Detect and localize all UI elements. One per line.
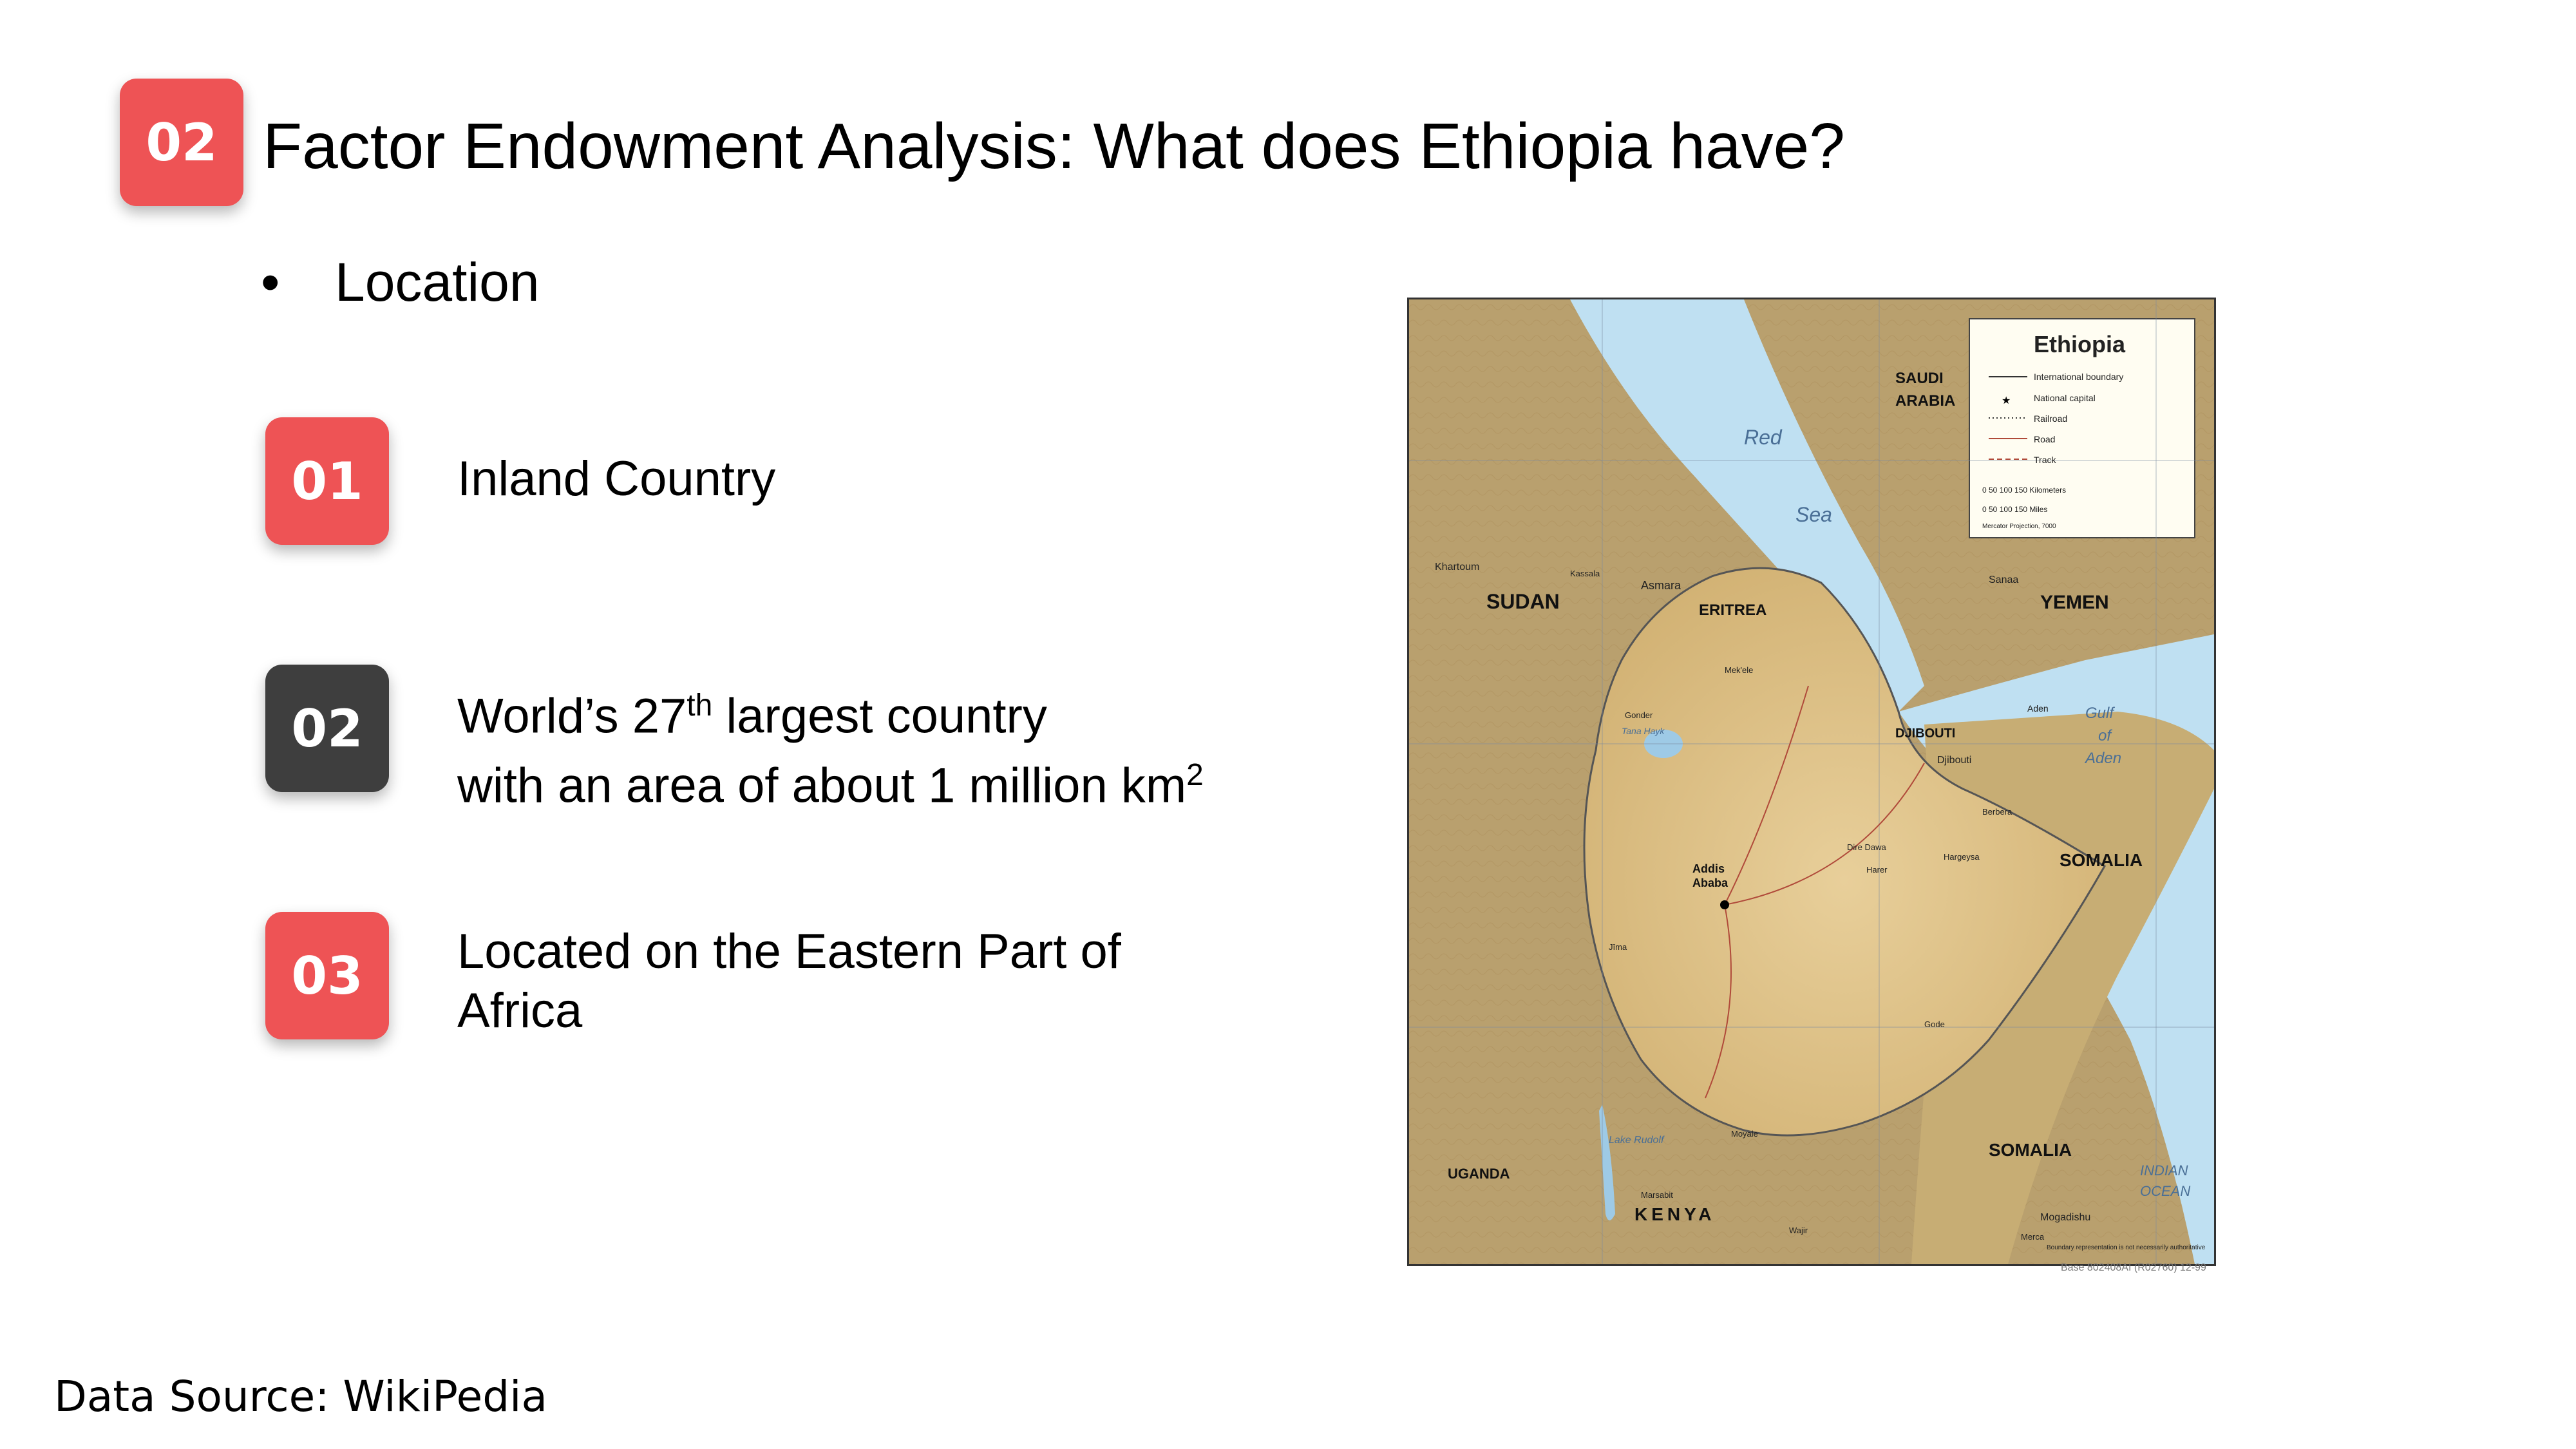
map-label: Harer xyxy=(1866,865,1888,875)
item-line: Inland Country xyxy=(457,451,776,506)
map-label: Berbera xyxy=(1982,807,2012,817)
map-legend-item: Road xyxy=(2034,434,2055,444)
map-label: INDIAN xyxy=(2140,1162,2188,1179)
map-legend-item: Railroad xyxy=(2034,413,2067,424)
map-label: Merca xyxy=(2021,1232,2045,1242)
map-label: Sanaa xyxy=(1989,574,2018,585)
map-legend-item: Track xyxy=(2034,455,2056,465)
map-label: Gode xyxy=(1924,1019,1945,1029)
map-label: Addis xyxy=(1692,862,1725,875)
item-line: World’s 27th largest country xyxy=(457,676,1204,746)
map-legend-item: International boundary xyxy=(2034,372,2123,382)
section-label: Location xyxy=(335,252,540,312)
item-line: Located on the Eastern Part of xyxy=(457,924,1121,979)
map-label: OCEAN xyxy=(2140,1183,2190,1199)
map-label: Marsabit xyxy=(1641,1190,1673,1200)
map-scale-km: 0 50 100 150 Kilometers xyxy=(1982,486,2066,495)
map-label: Moyale xyxy=(1731,1129,1758,1139)
superscript: th xyxy=(687,688,713,723)
map-label: Asmara xyxy=(1641,579,1681,592)
map-label: Mek'ele xyxy=(1725,665,1753,675)
map-label: SUDAN xyxy=(1486,590,1560,613)
section-number-badge: 02 xyxy=(120,79,243,206)
map-legend-item: National capital xyxy=(2034,393,2096,403)
map-label: KENYA xyxy=(1634,1204,1715,1224)
item-text-03: Located on the Eastern Part of Africa xyxy=(457,922,1121,1041)
map-label: SOMALIA xyxy=(1989,1140,2072,1160)
map-label: Djibouti xyxy=(1937,755,1971,766)
map-projection: Mercator Projection, 7000 xyxy=(1982,523,2056,530)
map-label: ERITREA xyxy=(1699,601,1766,619)
map-label: SAUDI xyxy=(1895,370,1944,387)
map-label: Ababa xyxy=(1692,876,1728,889)
map-label: Gonder xyxy=(1625,710,1653,720)
page-title: Factor Endowment Analysis: What does Eth… xyxy=(263,110,1845,182)
item-number-badge-01: 01 xyxy=(265,417,389,545)
bullet-marker: • xyxy=(261,252,280,312)
superscript: 2 xyxy=(1186,758,1204,793)
map-label: Hargeysa xyxy=(1944,852,1980,862)
ethiopia-map-image: Ethiopia International boundary National… xyxy=(1407,298,2216,1266)
map-label: Dire Dawa xyxy=(1847,842,1886,852)
map-label: Aden xyxy=(2027,703,2049,714)
map-label: SOMALIA xyxy=(2060,850,2143,870)
map-label: Gulf xyxy=(2085,705,2115,722)
map-label: Red xyxy=(1744,426,1783,449)
map-scale-mi: 0 50 100 150 Miles xyxy=(1982,505,2047,514)
map-label: Tana Hayk xyxy=(1622,726,1665,736)
map-legend-title: Ethiopia xyxy=(2034,331,2126,357)
item-line: Africa xyxy=(457,983,583,1038)
map-label: YEMEN xyxy=(2040,592,2109,613)
map-label: Wajir xyxy=(1789,1226,1808,1235)
map-label: Mogadishu xyxy=(2040,1212,2090,1223)
item-line: with an area of about 1 million km2 xyxy=(457,746,1204,815)
map-label: Kassala xyxy=(1570,569,1600,578)
item-number-badge-02: 02 xyxy=(265,665,389,792)
svg-text:★: ★ xyxy=(2002,395,2011,406)
data-source-note: Data Source: WikiPedia xyxy=(54,1372,547,1421)
map-label: Sea xyxy=(1795,503,1832,526)
map-label: Jīma xyxy=(1609,942,1627,952)
text-segment: with an area of about 1 million km xyxy=(457,758,1187,813)
text-segment: World’s 27 xyxy=(457,688,687,744)
map-label: of xyxy=(2098,727,2112,744)
map-label: UGANDA xyxy=(1448,1166,1510,1182)
item-number-badge-03: 03 xyxy=(265,912,389,1039)
map-label: Lake Rudolf xyxy=(1609,1135,1665,1146)
text-segment: largest country xyxy=(712,688,1047,744)
map-label: ARABIA xyxy=(1895,392,1955,410)
map-label: DJIBOUTI xyxy=(1895,726,1955,741)
item-text-01: Inland Country xyxy=(457,450,775,509)
map-label: Aden xyxy=(2084,750,2121,767)
map-label: Khartoum xyxy=(1435,562,1479,573)
item-text-02: World’s 27th largest country with an are… xyxy=(457,676,1204,816)
map-caption: Base 802408AI (R02760) 12-99 xyxy=(2061,1262,2206,1273)
map-label: Boundary representation is not necessari… xyxy=(2047,1244,2206,1251)
